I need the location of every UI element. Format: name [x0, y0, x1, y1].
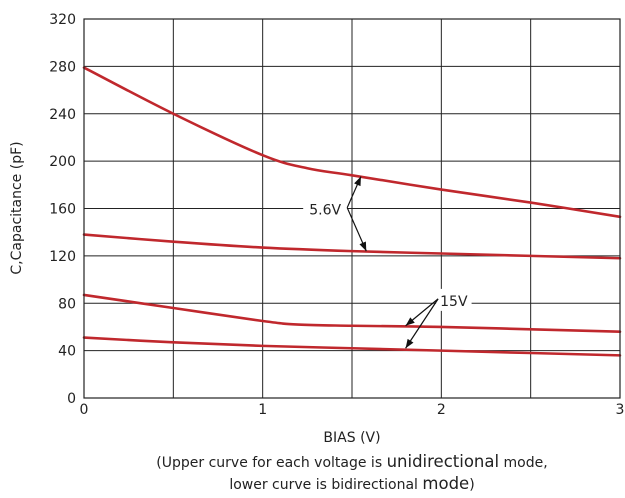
- caption-line: lower curve is bidirectional mode): [229, 474, 474, 493]
- x-axis-label: BIAS (V): [323, 430, 380, 446]
- y-tick-label: 80: [58, 296, 76, 312]
- annotation-label-bg: [303, 197, 348, 220]
- caption-segment: (Upper curve for each voltage is: [156, 455, 386, 471]
- plot-frame: [83, 18, 621, 399]
- caption-segment: mode,: [499, 455, 548, 471]
- x-tick-label: 3: [616, 402, 625, 418]
- x-tick-label: 0: [80, 402, 89, 418]
- series-layer: [82, 66, 622, 357]
- annotation-arrowhead: [405, 317, 415, 326]
- annotation-label: 15V: [440, 294, 468, 310]
- caption-segment: ): [469, 477, 474, 493]
- caption-note: (Upper curve for each voltage is unidire…: [156, 452, 547, 493]
- annotation-arrowhead: [354, 176, 361, 187]
- y-tick-label: 200: [49, 154, 76, 170]
- annotation-arrow-line: [405, 298, 439, 349]
- y-tick-labels: 0 40 80 120 160 200 240 280 320: [49, 12, 76, 407]
- y-tick-label: 0: [67, 391, 76, 407]
- annotation-layer: 5.6V 15V: [303, 176, 472, 349]
- y-tick-label: 40: [58, 344, 76, 360]
- caption-segment: mode: [422, 474, 469, 493]
- annotation-arrowhead: [405, 338, 414, 349]
- caption-line: (Upper curve for each voltage is unidire…: [156, 452, 547, 471]
- y-tick-label: 280: [49, 59, 76, 75]
- x-tick-label: 2: [437, 402, 446, 418]
- annotation-label: 5.6V: [309, 203, 341, 219]
- caption-segment: unidirectional: [387, 452, 500, 471]
- x-tick-label: 1: [258, 402, 267, 418]
- annotation-arrowhead: [359, 241, 367, 252]
- y-tick-label: 120: [49, 249, 76, 265]
- series-line-1: [82, 66, 622, 219]
- caption-segment: lower curve is bidirectional: [229, 477, 422, 493]
- y-tick-label: 320: [49, 12, 76, 28]
- annotation-label-bg: [436, 288, 472, 311]
- x-tick-labels: 0 1 2 3: [80, 402, 625, 418]
- y-tick-label: 240: [49, 107, 76, 123]
- series-line-2: [82, 233, 622, 260]
- y-axis-label: C,Capacitance (pF): [9, 141, 25, 274]
- series-line-4: [82, 336, 622, 357]
- series-line-3: [82, 293, 622, 333]
- y-tick-label: 160: [49, 202, 76, 218]
